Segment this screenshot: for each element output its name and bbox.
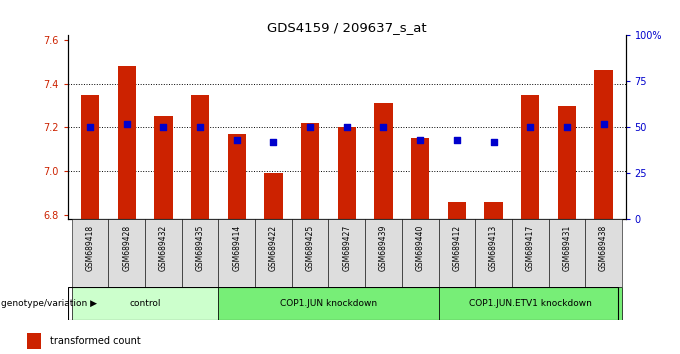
- Text: GSM689427: GSM689427: [342, 225, 352, 271]
- Point: [231, 137, 242, 143]
- Text: GSM689428: GSM689428: [122, 225, 131, 271]
- Text: GSM689414: GSM689414: [233, 225, 241, 271]
- Point: [341, 125, 352, 130]
- Bar: [27, 333, 41, 349]
- Text: GSM689418: GSM689418: [86, 225, 95, 271]
- Bar: [228, 134, 246, 219]
- Text: GSM689439: GSM689439: [379, 225, 388, 271]
- Point: [488, 139, 499, 145]
- Text: control: control: [129, 299, 160, 308]
- Text: transformed count: transformed count: [50, 336, 140, 346]
- Point: [378, 125, 389, 130]
- Bar: [585, 219, 622, 287]
- Text: GSM689413: GSM689413: [489, 225, 498, 271]
- Point: [121, 121, 132, 127]
- Text: COP1.JUN.ETV1 knockdown: COP1.JUN.ETV1 knockdown: [469, 299, 592, 308]
- Bar: [475, 219, 512, 287]
- Bar: [484, 202, 503, 219]
- Bar: [521, 95, 539, 219]
- Bar: [439, 219, 475, 287]
- Bar: [118, 66, 136, 219]
- Bar: [145, 219, 182, 287]
- Text: GSM689435: GSM689435: [196, 225, 205, 271]
- Text: GSM689438: GSM689438: [599, 225, 608, 271]
- Bar: [71, 219, 108, 287]
- Point: [268, 139, 279, 145]
- Point: [598, 121, 609, 127]
- Title: GDS4159 / 209637_s_at: GDS4159 / 209637_s_at: [267, 21, 426, 34]
- Bar: [328, 219, 365, 287]
- Text: GSM689422: GSM689422: [269, 225, 278, 271]
- Text: genotype/variation ▶: genotype/variation ▶: [1, 299, 97, 308]
- Point: [84, 125, 95, 130]
- Bar: [182, 219, 218, 287]
- Bar: [265, 173, 283, 219]
- Bar: [365, 219, 402, 287]
- Bar: [71, 287, 218, 320]
- Text: GSM689425: GSM689425: [305, 225, 315, 271]
- Bar: [255, 219, 292, 287]
- Bar: [108, 219, 145, 287]
- Point: [415, 137, 426, 143]
- Bar: [218, 287, 439, 320]
- Bar: [439, 287, 622, 320]
- Point: [158, 125, 169, 130]
- Text: GSM689431: GSM689431: [562, 225, 571, 271]
- Point: [194, 125, 205, 130]
- Text: GSM689417: GSM689417: [526, 225, 534, 271]
- Bar: [549, 219, 585, 287]
- Bar: [402, 219, 439, 287]
- Bar: [338, 127, 356, 219]
- Text: COP1.JUN knockdown: COP1.JUN knockdown: [280, 299, 377, 308]
- Bar: [301, 123, 320, 219]
- Bar: [81, 95, 99, 219]
- Bar: [558, 105, 576, 219]
- Text: GSM689440: GSM689440: [415, 225, 425, 271]
- Bar: [447, 202, 466, 219]
- Bar: [154, 116, 173, 219]
- Bar: [512, 219, 549, 287]
- Point: [452, 137, 462, 143]
- Text: GSM689432: GSM689432: [159, 225, 168, 271]
- Bar: [218, 219, 255, 287]
- Point: [305, 125, 316, 130]
- Point: [562, 125, 573, 130]
- Bar: [292, 219, 328, 287]
- Bar: [191, 95, 209, 219]
- Bar: [411, 138, 429, 219]
- Text: GSM689412: GSM689412: [452, 225, 461, 271]
- Bar: [374, 103, 392, 219]
- Bar: [594, 70, 613, 219]
- Point: [525, 125, 536, 130]
